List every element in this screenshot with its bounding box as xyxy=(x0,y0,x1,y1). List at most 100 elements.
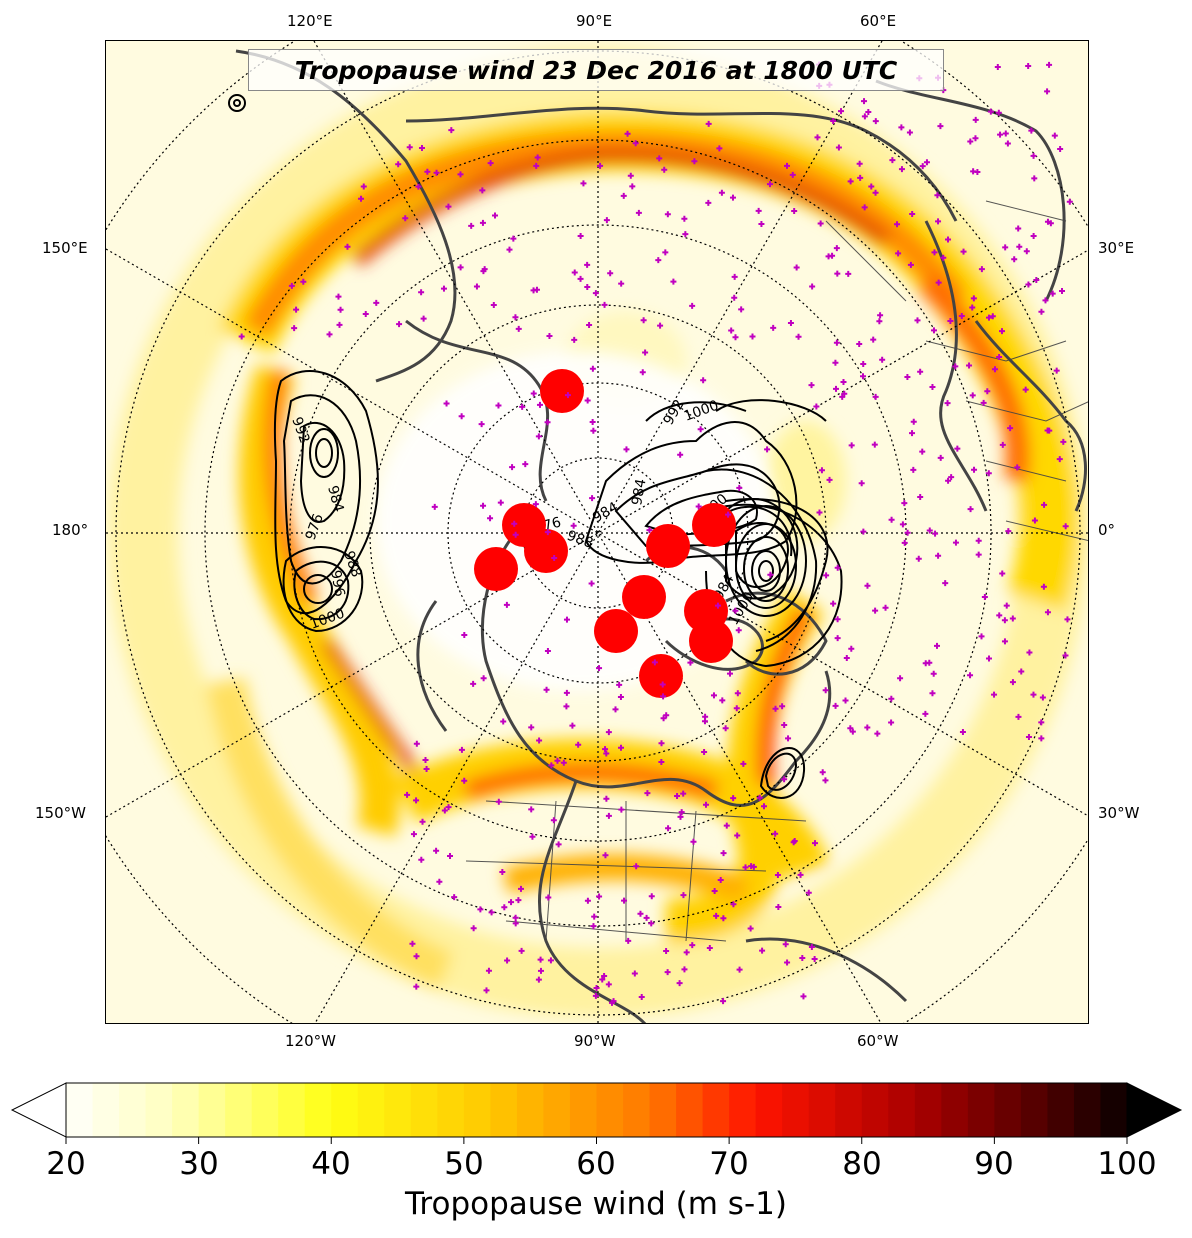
station-marker xyxy=(1014,464,1021,471)
station-marker xyxy=(825,253,832,260)
station-marker xyxy=(447,852,454,859)
station-marker xyxy=(479,219,486,226)
station-marker xyxy=(1028,127,1035,134)
station-marker xyxy=(1053,367,1060,374)
station-marker xyxy=(734,690,741,697)
station-marker xyxy=(413,740,420,747)
station-marker xyxy=(706,944,713,951)
colorbar-cell xyxy=(941,1083,969,1137)
colorbar-cell xyxy=(649,1083,677,1137)
station-marker xyxy=(732,334,739,341)
map-panel: 9921000984996988976100098898497698410009… xyxy=(105,40,1089,1024)
station-marker xyxy=(747,925,754,932)
station-marker xyxy=(1064,616,1071,623)
station-marker xyxy=(691,158,698,165)
station-marker xyxy=(409,940,416,947)
station-marker xyxy=(1033,277,1040,284)
station-marker xyxy=(710,692,717,699)
station-marker xyxy=(811,955,818,962)
colorbar-tick-20: 20 xyxy=(46,1146,86,1182)
station-marker xyxy=(822,687,829,694)
station-marker xyxy=(760,803,767,810)
station-marker xyxy=(781,776,788,783)
station-marker xyxy=(996,612,1003,619)
station-marker xyxy=(822,777,829,784)
station-marker xyxy=(577,233,584,240)
colorbar-cell xyxy=(225,1083,253,1137)
colorbar-cell xyxy=(172,1083,200,1137)
station-marker xyxy=(929,690,936,697)
station-marker xyxy=(785,735,792,742)
station-marker xyxy=(952,363,959,370)
station-marker xyxy=(529,833,536,840)
station-marker xyxy=(1056,456,1063,463)
station-marker xyxy=(470,680,477,687)
station-marker xyxy=(443,400,450,407)
station-marker xyxy=(860,373,867,380)
station-marker xyxy=(560,759,567,766)
station-marker xyxy=(674,792,681,799)
station-marker xyxy=(1039,694,1046,701)
country-borders xyxy=(465,200,1088,942)
station-marker xyxy=(395,161,402,168)
colorbar-min-extend xyxy=(10,1082,67,1138)
station-marker xyxy=(457,171,464,178)
station-marker xyxy=(451,894,458,901)
station-marker xyxy=(396,321,403,328)
colorbar-cell xyxy=(357,1083,385,1137)
station-marker xyxy=(917,494,924,501)
colorbar-cell xyxy=(1073,1083,1102,1137)
station-marker xyxy=(898,166,905,173)
station-marker xyxy=(478,421,485,428)
station-marker xyxy=(633,863,640,870)
station-marker xyxy=(791,207,798,214)
station-marker xyxy=(861,204,868,211)
station-marker xyxy=(843,654,850,661)
station-marker xyxy=(940,254,947,261)
station-marker xyxy=(487,160,494,167)
colorbar-cell xyxy=(92,1083,120,1137)
station-marker xyxy=(596,893,603,900)
station-marker xyxy=(1041,501,1048,508)
station-marker xyxy=(687,659,694,666)
colorbar-cell xyxy=(384,1083,412,1137)
station-marker xyxy=(813,403,820,410)
station-marker xyxy=(917,368,924,375)
station-marker xyxy=(512,920,519,927)
station-marker xyxy=(816,509,823,516)
station-marker xyxy=(848,645,855,652)
station-marker xyxy=(1038,308,1045,315)
station-marker xyxy=(291,325,298,332)
station-marker xyxy=(536,401,543,408)
station-marker xyxy=(575,741,582,748)
station-marker xyxy=(720,998,727,1005)
station-marker xyxy=(580,180,587,187)
station-marker xyxy=(503,601,510,608)
station-marker xyxy=(864,582,871,589)
station-marker xyxy=(448,127,455,134)
polar-map: 9921000984996988976100098898497698410009… xyxy=(106,41,1088,1023)
station-marker xyxy=(535,433,542,440)
station-marker xyxy=(1044,609,1051,616)
station-marker xyxy=(518,947,525,954)
station-marker xyxy=(872,189,879,196)
station-marker xyxy=(972,135,979,142)
station-marker xyxy=(935,552,942,559)
station-marker xyxy=(847,178,854,185)
station-marker xyxy=(637,910,644,917)
station-marker xyxy=(897,675,904,682)
station-marker xyxy=(697,426,704,433)
station-marker xyxy=(424,168,431,175)
station-marker xyxy=(571,336,578,343)
station-marker xyxy=(823,572,830,579)
colorbar-cell xyxy=(914,1083,942,1137)
station-marker xyxy=(532,501,539,508)
station-marker xyxy=(1004,140,1011,147)
station-marker xyxy=(543,686,550,693)
station-marker xyxy=(413,953,420,960)
station-markers xyxy=(238,61,1073,1006)
station-marker xyxy=(477,906,484,913)
colorbar-cell xyxy=(543,1083,571,1137)
station-marker xyxy=(344,243,351,250)
lon-label-bottom-90W: 90°W xyxy=(574,1032,616,1050)
